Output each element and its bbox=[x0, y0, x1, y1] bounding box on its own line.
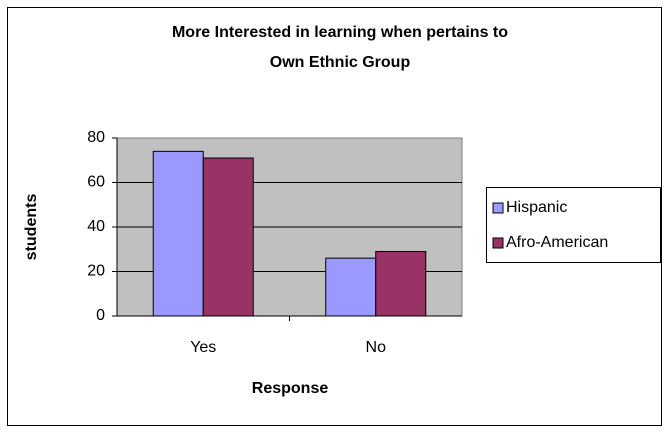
y-tick-label: 0 bbox=[96, 307, 105, 324]
bar bbox=[202, 157, 254, 317]
chart-title: Own Ethnic Group bbox=[270, 54, 411, 71]
bar bbox=[152, 150, 204, 317]
legend-box bbox=[486, 187, 661, 263]
legend-label: Hispanic bbox=[506, 199, 567, 216]
y-tick-label: 60 bbox=[87, 174, 105, 191]
chart-title: More Interested in learning when pertain… bbox=[172, 24, 508, 41]
y-tick-label: 80 bbox=[87, 129, 105, 146]
bar bbox=[325, 257, 377, 317]
x-tick-label: Yes bbox=[190, 339, 216, 356]
y-tick-label: 40 bbox=[87, 218, 105, 235]
x-axis-label: Response bbox=[252, 380, 329, 397]
y-axis-label: students bbox=[23, 194, 40, 261]
legend-swatch bbox=[492, 237, 504, 249]
legend-label: Afro-American bbox=[506, 234, 608, 251]
y-tick-label: 20 bbox=[87, 263, 105, 280]
x-tick-label: No bbox=[366, 339, 387, 356]
bar bbox=[375, 250, 427, 317]
legend-swatch bbox=[492, 202, 504, 214]
